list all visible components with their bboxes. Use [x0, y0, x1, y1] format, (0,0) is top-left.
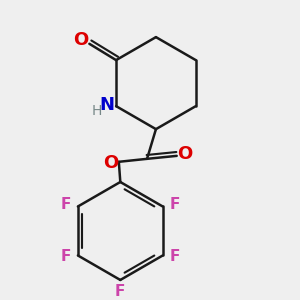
Text: H: H [92, 104, 102, 118]
Text: O: O [103, 154, 118, 172]
Text: F: F [115, 284, 125, 299]
Text: F: F [170, 250, 180, 265]
Text: F: F [60, 250, 70, 265]
Text: F: F [60, 196, 70, 211]
Text: O: O [177, 146, 193, 164]
Text: N: N [100, 96, 115, 114]
Text: O: O [74, 31, 89, 49]
Text: F: F [170, 196, 180, 211]
